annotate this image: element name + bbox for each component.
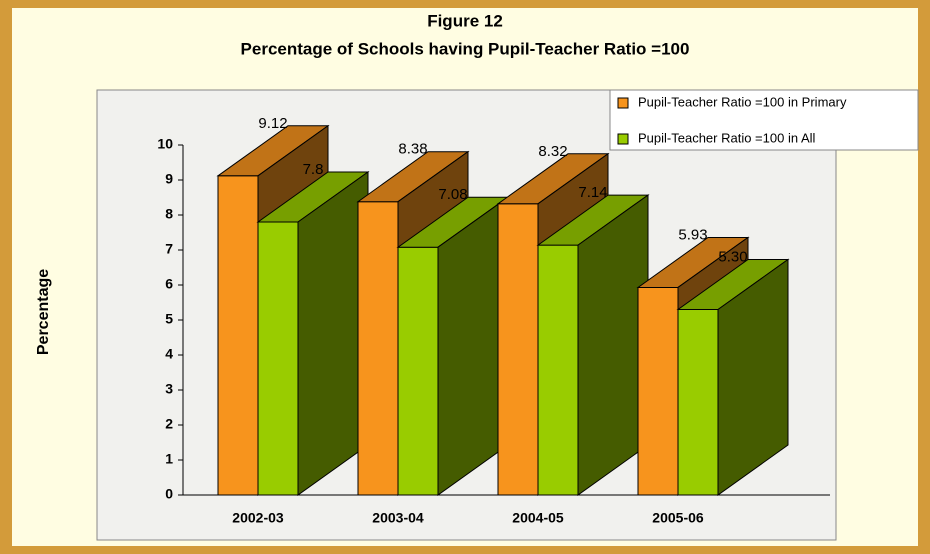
y-tick-label: 1	[165, 451, 173, 467]
bar	[217, 175, 259, 496]
legend-label: Pupil-Teacher Ratio =100 in Primary	[638, 94, 847, 109]
chart-title: Figure 12	[427, 11, 503, 30]
bar	[397, 246, 439, 496]
chart-subtitle: Percentage of Schools having Pupil-Teach…	[241, 39, 690, 58]
y-axis-label: Percentage	[35, 269, 52, 355]
legend-swatch	[617, 133, 629, 145]
y-tick-label: 0	[165, 486, 173, 502]
y-tick-label: 6	[165, 276, 173, 292]
y-tick-label: 8	[165, 206, 173, 222]
y-tick-label: 7	[165, 241, 173, 257]
bar	[677, 309, 719, 496]
y-tick-label: 5	[165, 311, 173, 327]
bar	[637, 286, 679, 496]
y-tick-label: 3	[165, 381, 173, 397]
value-label: 7.14	[578, 184, 607, 201]
bar	[537, 244, 579, 496]
bar	[497, 203, 539, 496]
y-tick-label: 10	[157, 136, 173, 152]
x-tick-label: 2002-03	[232, 510, 284, 526]
bar	[357, 201, 399, 496]
y-tick-label: 4	[165, 346, 173, 362]
value-label: 7.8	[303, 161, 324, 178]
legend-label: Pupil-Teacher Ratio =100 in All	[638, 130, 816, 145]
value-label: 5.30	[718, 248, 747, 265]
x-tick-label: 2004-05	[512, 510, 564, 526]
value-label: 5.93	[678, 226, 707, 243]
value-label: 7.08	[438, 186, 467, 203]
value-label: 8.32	[538, 143, 567, 160]
legend-swatch	[617, 97, 629, 109]
value-label: 9.12	[258, 115, 287, 132]
y-tick-label: 2	[165, 416, 173, 432]
legend	[609, 89, 919, 151]
x-tick-label: 2003-04	[372, 510, 424, 526]
bar	[257, 221, 299, 496]
y-tick-label: 9	[165, 171, 173, 187]
x-tick-label: 2005-06	[652, 510, 704, 526]
value-label: 8.38	[398, 141, 427, 158]
bar-side	[717, 258, 789, 496]
